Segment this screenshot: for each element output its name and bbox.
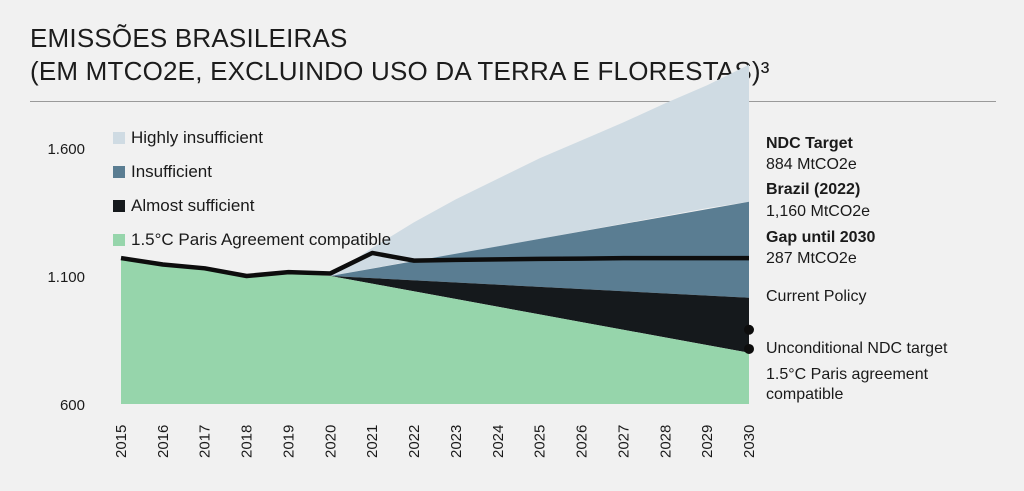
annotations: NDC Target 884 MtCO2e Brazil (2022) 1,160 M… (766, 135, 948, 403)
y-axis: 1.600 1.100 600 (47, 141, 85, 414)
annotation-paris-line-2: compatible (766, 386, 843, 403)
annotation-unconditional-ndc: Unconditional NDC target (766, 340, 948, 357)
x-tick-label: 2019 (280, 425, 297, 458)
annotation-brazil-label: Brazil (2022) (766, 181, 860, 198)
x-axis: 2015 2016 2017 2018 2019 2020 2021 2022 2023 2024… (113, 425, 758, 458)
x-tick-label: 2023 (448, 425, 465, 458)
legend-label-insufficient: Insufficient (131, 162, 212, 181)
chart-title-line-2: (EM MTCO2E, EXCLUINDO USO DA TERRA E FLO… (30, 56, 770, 86)
annotation-brazil-value: 1,160 MtCO2e (766, 203, 870, 220)
legend-swatch-highly-insufficient (113, 132, 125, 144)
legend: Highly insufficient Insufficient Almost su… (113, 128, 391, 249)
x-tick-label: 2022 (406, 425, 423, 458)
annotation-paris-line-1: 1.5°C Paris agreement (766, 366, 929, 383)
line-current-policy (120, 250, 749, 279)
legend-swatch-1-5-c-paris-agreement-compatible (113, 234, 125, 246)
line-layers (120, 250, 749, 279)
y-tick-label: 1.100 (47, 269, 85, 286)
marker-1-5-c-paris-agreement-compatible (744, 343, 754, 354)
x-tick-label: 2025 (532, 425, 549, 458)
x-tick-label: 2026 (574, 425, 591, 458)
x-tick-label: 2027 (615, 425, 632, 458)
marker-unconditional-ndc-target (744, 324, 754, 335)
y-tick-label: 1.600 (47, 141, 85, 158)
legend-swatch-almost-sufficient (113, 200, 125, 212)
x-tick-label: 2016 (155, 425, 172, 458)
area-1-5-c-paris-agreement-compatible (121, 258, 749, 404)
chart-title-line-1: EMISSÕES BRASILEIRAS (30, 23, 348, 53)
x-tick-label: 2030 (741, 425, 758, 458)
annotation-gap-value: 287 MtCO2e (766, 250, 857, 267)
annotation-ndc-target-value: 884 MtCO2e (766, 156, 857, 173)
chart-title: EMISSÕES BRASILEIRAS (EM MTCO2E, EXCLUIN… (30, 22, 770, 88)
x-tick-label: 2029 (699, 425, 716, 458)
x-tick-label: 2018 (239, 425, 256, 458)
x-tick-label: 2028 (657, 425, 674, 458)
title-divider (30, 101, 996, 102)
legend-swatch-insufficient (113, 166, 125, 178)
x-tick-label: 2021 (364, 425, 381, 458)
x-tick-label: 2020 (322, 425, 339, 458)
x-tick-label: 2024 (490, 425, 507, 458)
legend-label-almost-sufficient: Almost sufficient (131, 196, 255, 215)
annotation-ndc-target-label: NDC Target (766, 135, 853, 152)
annotation-current-policy: Current Policy (766, 288, 866, 305)
legend-label-highly-insufficient: Highly insufficient (131, 128, 263, 147)
marker-layers (744, 324, 754, 354)
x-tick-label: 2015 (113, 425, 130, 458)
band-insufficient (330, 201, 749, 298)
legend-label-1-5-c-paris-agreement-compatible: 1.5°C Paris Agreement compatible (131, 230, 391, 249)
area-layers (121, 64, 749, 404)
y-tick-label: 600 (60, 397, 85, 414)
x-tick-label: 2017 (197, 425, 214, 458)
band-highly-insufficient (330, 64, 749, 276)
annotation-gap-label: Gap until 2030 (766, 229, 875, 246)
